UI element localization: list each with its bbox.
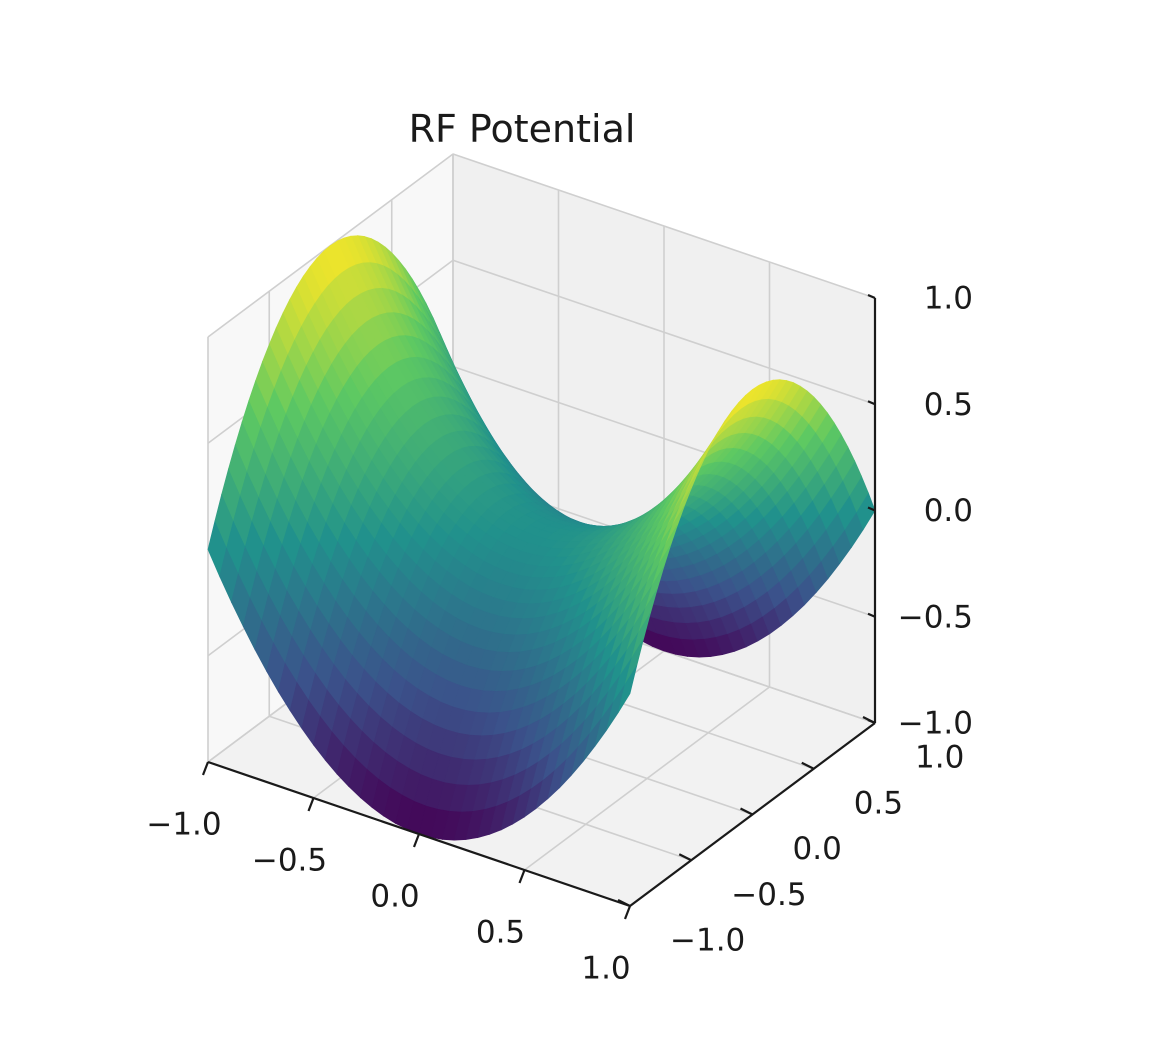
y-tick-mark xyxy=(617,899,631,907)
x-tick-mark xyxy=(623,905,632,920)
z-tick-mark xyxy=(867,718,876,725)
y-tick-mark xyxy=(678,853,692,862)
y-tick-mark xyxy=(740,807,753,816)
x-tick-label: 0.5 xyxy=(476,915,525,951)
chart-title: RF Potential xyxy=(409,107,636,151)
z-tick-label: 0.5 xyxy=(924,387,973,423)
z-tick-mark xyxy=(867,400,876,406)
x-tick-mark xyxy=(201,761,210,776)
x-tick-mark xyxy=(518,869,526,884)
x-tick-mark xyxy=(307,797,315,812)
y-tick-label: 0.0 xyxy=(793,831,842,867)
surface-patch xyxy=(617,665,638,713)
x-tick-label: 1.0 xyxy=(581,951,630,987)
z-tick-label: 1.0 xyxy=(924,281,973,317)
y-tick-mark xyxy=(801,761,815,770)
x-tick-label: 0.0 xyxy=(370,879,419,915)
x-tick-label: −0.5 xyxy=(252,843,327,879)
axis-ticks: −1.0−0.50.00.51.0−1.0−0.50.00.51.0−1.0−0… xyxy=(146,281,973,987)
y-tick-label: 1.0 xyxy=(915,740,964,776)
y-tick-label: −1.0 xyxy=(670,923,745,959)
z-tick-label: 0.0 xyxy=(924,493,973,529)
z-tick-mark xyxy=(867,293,876,300)
z-tick-label: −1.0 xyxy=(898,706,973,742)
x-tick-label: −1.0 xyxy=(146,807,221,843)
x-tick-mark xyxy=(412,833,421,848)
surface-plot xyxy=(207,235,876,841)
z-tick-mark xyxy=(867,612,876,618)
y-tick-label: 0.5 xyxy=(854,785,903,821)
y-tick-label: −0.5 xyxy=(731,877,806,913)
z-tick-mark xyxy=(867,506,876,512)
gridline-back-z xyxy=(452,153,876,299)
z-tick-label: −0.5 xyxy=(898,599,973,635)
gridline-back-z xyxy=(452,259,876,406)
